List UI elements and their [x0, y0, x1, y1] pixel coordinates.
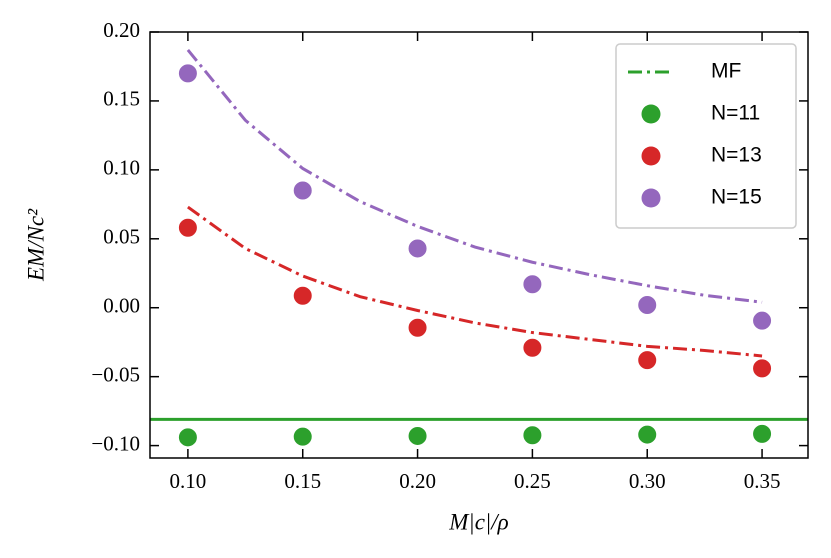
data-point — [292, 426, 313, 447]
data-point — [292, 285, 313, 306]
y-tick-label: 0.00 — [103, 294, 140, 318]
data-point — [637, 424, 658, 445]
data-point — [177, 217, 198, 238]
legend-label: N=11 — [711, 102, 760, 125]
data-point — [637, 350, 658, 371]
data-point — [522, 274, 543, 295]
x-tick-label: 0.20 — [399, 469, 436, 493]
data-point — [177, 427, 198, 448]
x-tick-label: 0.25 — [514, 469, 551, 493]
mf-curve — [186, 48, 763, 304]
data-point — [407, 238, 428, 259]
x-tick-label: 0.35 — [744, 469, 781, 493]
x-axis-label: M|c|/ρ — [448, 509, 508, 534]
y-axis-label: EM/Nc² — [23, 208, 48, 282]
data-point — [637, 294, 658, 315]
data-point — [522, 337, 543, 358]
y-tick-label: 0.15 — [103, 87, 140, 111]
plot-frame — [149, 31, 809, 459]
mf-curve — [187, 205, 763, 358]
x-tick-label: 0.10 — [170, 469, 207, 493]
y-tick-label: −0.05 — [91, 362, 140, 386]
legend-box — [615, 43, 797, 229]
y-tick-label: −0.10 — [91, 431, 140, 455]
data-point — [752, 423, 773, 444]
legend-marker — [641, 104, 661, 124]
legend-marker — [641, 146, 661, 166]
y-tick-label: 0.20 — [103, 18, 140, 42]
legend-marker — [641, 188, 661, 208]
data-point — [407, 425, 428, 446]
legend-label: N=13 — [711, 144, 762, 167]
data-point — [407, 317, 428, 338]
x-tick-label: 0.30 — [629, 469, 666, 493]
data-point — [752, 358, 773, 379]
legend-label: MF — [711, 60, 741, 83]
data-point — [292, 180, 313, 201]
plot-area — [150, 48, 808, 448]
y-tick-label: 0.05 — [103, 225, 140, 249]
y-tick-label: 0.10 — [103, 156, 140, 180]
data-point — [522, 425, 543, 446]
x-tick-label: 0.15 — [284, 469, 321, 493]
legend-label: N=15 — [711, 186, 762, 209]
data-point — [752, 310, 773, 331]
data-point — [177, 63, 198, 84]
